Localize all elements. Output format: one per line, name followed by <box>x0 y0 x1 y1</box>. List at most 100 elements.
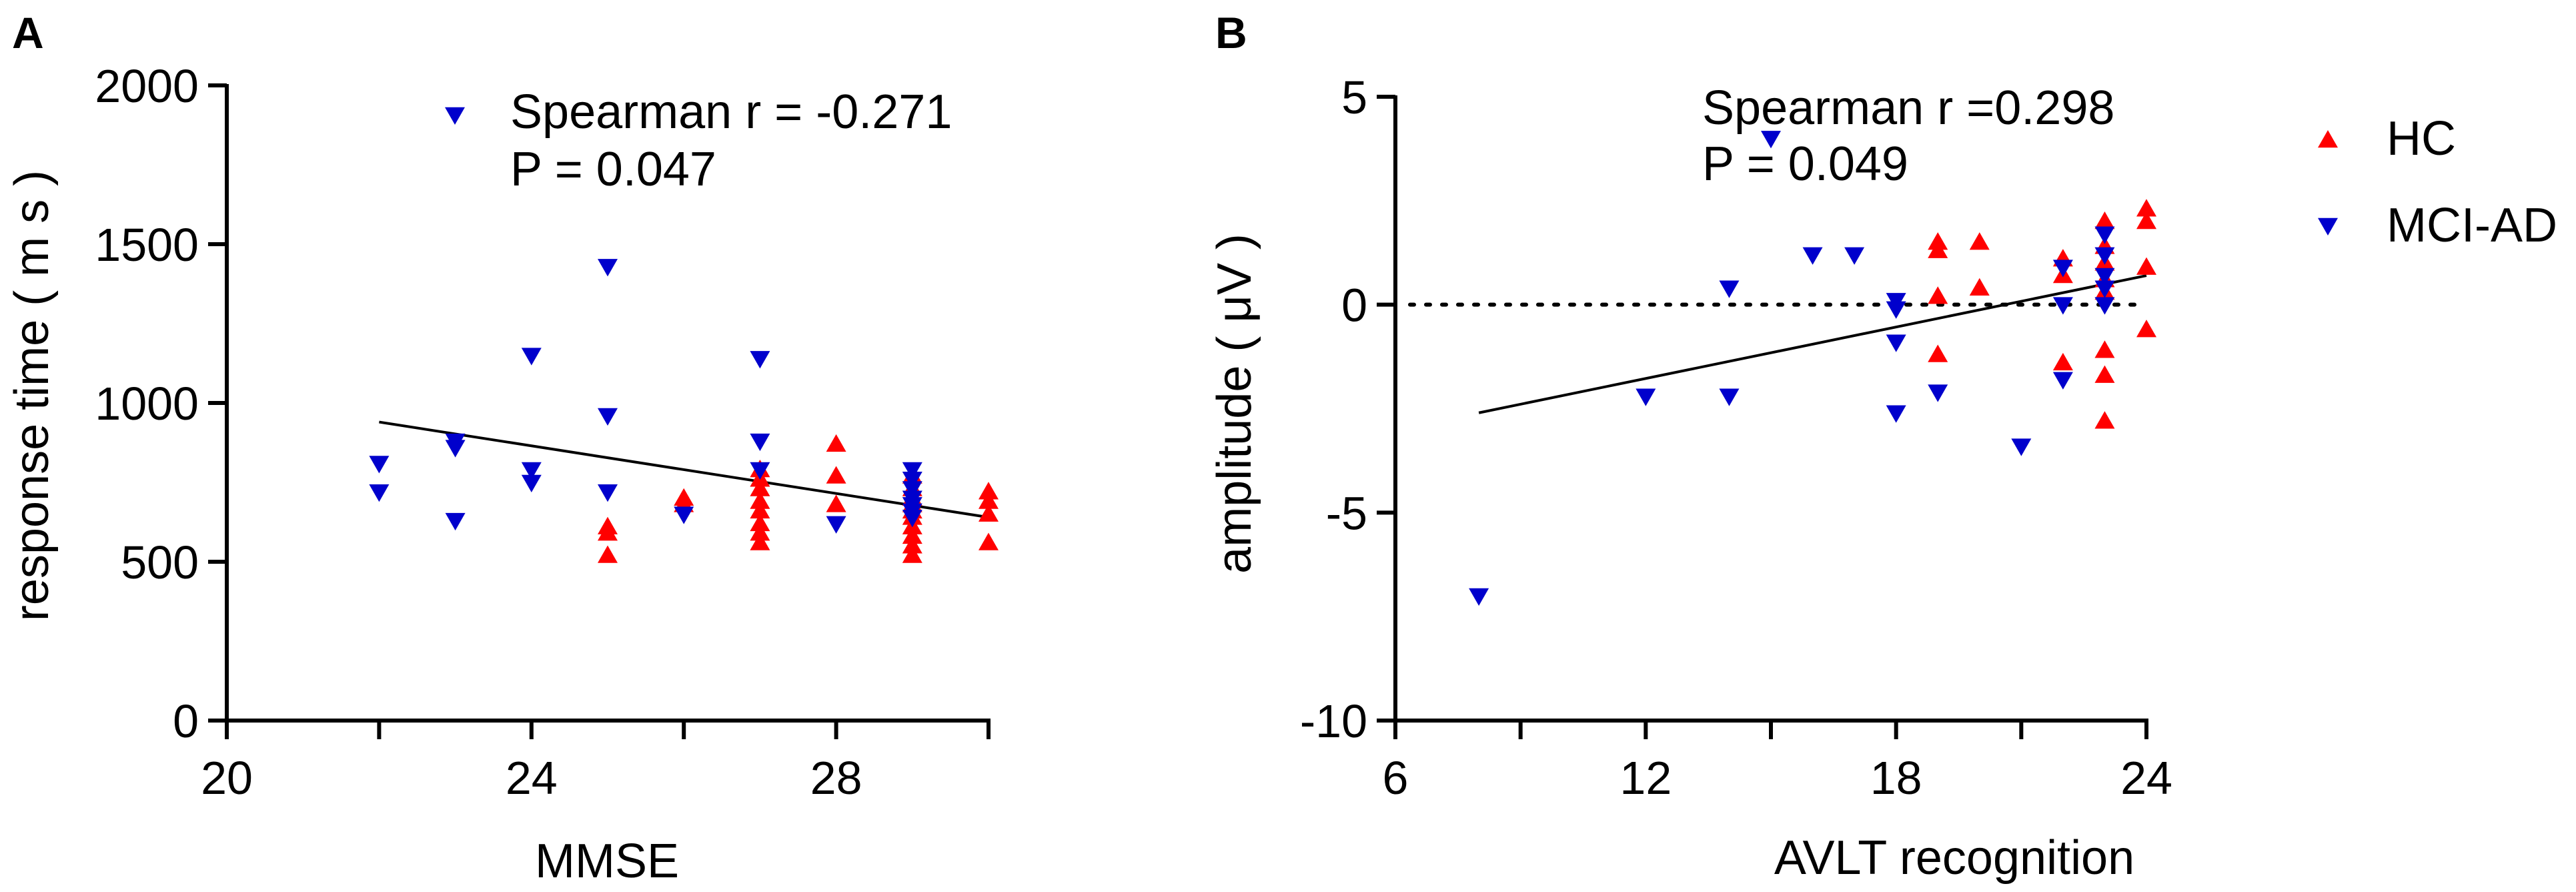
mci-ad-point <box>2052 260 2073 278</box>
mci-ad-point <box>521 348 542 366</box>
x-tick-label: 24 <box>2120 752 2172 804</box>
hc-point <box>1969 278 1990 296</box>
hc-point <box>2136 199 2156 217</box>
panel-a-p-text: P = 0.047 <box>510 143 716 196</box>
hc-point <box>979 504 999 522</box>
mci-ad-point <box>2094 280 2115 298</box>
panel-a-annotation-marker <box>445 107 465 125</box>
mci-ad-point <box>1469 588 1489 606</box>
mci-ad-point <box>598 484 618 502</box>
mci-ad-point <box>750 462 770 480</box>
hc-point <box>2094 340 2115 358</box>
mci-ad-point <box>1886 301 1906 319</box>
hc-point <box>826 434 846 452</box>
legend-hc-label: HC <box>2387 112 2456 165</box>
mci-ad-point <box>1636 388 1656 406</box>
mci-ad-point <box>445 440 466 458</box>
y-tick-label: 0 <box>173 695 199 747</box>
panel-a-xlabel: MMSE <box>535 835 679 888</box>
hc-point <box>750 500 770 519</box>
mci-ad-point <box>902 471 922 490</box>
hc-point <box>750 513 770 532</box>
x-tick-label: 24 <box>506 752 558 804</box>
hc-point <box>979 532 999 550</box>
mci-ad-point <box>902 481 922 499</box>
mci-ad-point <box>2094 297 2115 315</box>
mci-ad-point <box>2052 297 2073 315</box>
hc-point <box>902 536 922 554</box>
panel-b-points <box>1469 131 2156 606</box>
panel-a-spearman-text: Spearman r = -0.271 <box>510 85 952 139</box>
mci-ad-point <box>369 456 390 474</box>
mci-ad-point <box>1886 405 1906 423</box>
panel-b-p-text: P = 0.049 <box>1702 137 1908 191</box>
hc-point <box>2094 411 2115 429</box>
panel-b-ticks: -10 -5 0 5 6 12 18 24 <box>1300 71 2172 804</box>
panel-b: B -10 -5 0 5 6 12 18 24 Spearman r =0.298 P = 0… <box>1208 8 2172 885</box>
mci-ad-point <box>1719 388 1740 406</box>
panel-b-ylabel: amplitude ( μV ) <box>1208 234 1261 574</box>
mci-ad-point <box>750 351 770 369</box>
mci-ad-point <box>826 516 846 534</box>
mci-ad-point <box>902 510 922 528</box>
panel-b-annotation: Spearman r =0.298 P = 0.049 <box>1702 81 2114 191</box>
mci-ad-point <box>521 462 542 480</box>
y-tick-label: -5 <box>1326 487 1367 539</box>
panel-a: A 0 500 1000 1500 2000 20 24 28 Spearman r = -0… <box>5 8 999 888</box>
hc-point <box>1928 240 1948 258</box>
panel-b-xlabel: AVLT recognition <box>1774 831 2134 885</box>
x-tick-label: 28 <box>810 752 862 804</box>
panel-a-ylabel: response time ( m s ) <box>5 170 59 621</box>
hc-point <box>2052 352 2073 371</box>
legend: HC MCI-AD <box>2318 112 2557 252</box>
legend-item-mci-ad: MCI-AD <box>2318 199 2557 252</box>
mci-ad-point <box>445 512 466 531</box>
x-tick-label: 6 <box>1383 752 1409 804</box>
mci-ad-point <box>2094 226 2115 244</box>
hc-point <box>1969 232 1990 250</box>
panel-a-label: A <box>12 8 44 57</box>
y-tick-label: 5 <box>1341 71 1367 123</box>
y-tick-label: -10 <box>1300 695 1367 747</box>
hc-point <box>598 516 618 534</box>
hc-point <box>750 523 770 541</box>
mci-ad-point <box>902 462 922 480</box>
hc-point <box>826 466 846 484</box>
mci-ad-point <box>369 484 390 502</box>
hc-point <box>750 491 770 509</box>
y-tick-label: 2000 <box>95 60 199 112</box>
mci-ad-point <box>2094 268 2115 286</box>
hc-point <box>979 491 999 509</box>
panel-a-trend-line <box>379 420 989 519</box>
x-tick-label: 12 <box>1620 752 1672 804</box>
mci-ad-point <box>1928 384 1948 402</box>
legend-mci-ad-marker <box>2318 217 2338 236</box>
hc-point <box>1928 344 1948 362</box>
mci-ad-point <box>2094 247 2115 265</box>
legend-item-hc: HC <box>2318 112 2456 165</box>
y-tick-label: 1500 <box>95 219 199 271</box>
hc-point <box>2094 365 2115 383</box>
mci-ad-point <box>674 506 694 524</box>
mci-ad-point <box>2011 438 2032 456</box>
panel-b-label: B <box>1215 8 1247 57</box>
mci-ad-point <box>1719 280 1740 298</box>
x-tick-label: 18 <box>1870 752 1922 804</box>
x-tick-label: 20 <box>201 752 253 804</box>
mci-ad-point <box>1802 247 1823 265</box>
hc-point <box>2136 211 2156 230</box>
panel-b-spearman-text: Spearman r =0.298 <box>1702 81 2114 135</box>
hc-point <box>750 532 770 550</box>
hc-point <box>826 494 846 512</box>
hc-point <box>598 545 618 563</box>
panel-a-annotation: Spearman r = -0.271 P = 0.047 <box>445 85 952 196</box>
panel-a-points <box>369 259 999 563</box>
mci-ad-point <box>598 259 618 277</box>
mci-ad-point <box>2052 372 2073 390</box>
hc-point <box>2136 320 2156 338</box>
hc-point <box>902 545 922 563</box>
legend-hc-marker <box>2318 130 2338 148</box>
y-tick-label: 1000 <box>95 378 199 430</box>
panel-b-trend-line <box>1478 274 2147 414</box>
hc-point <box>750 478 770 496</box>
